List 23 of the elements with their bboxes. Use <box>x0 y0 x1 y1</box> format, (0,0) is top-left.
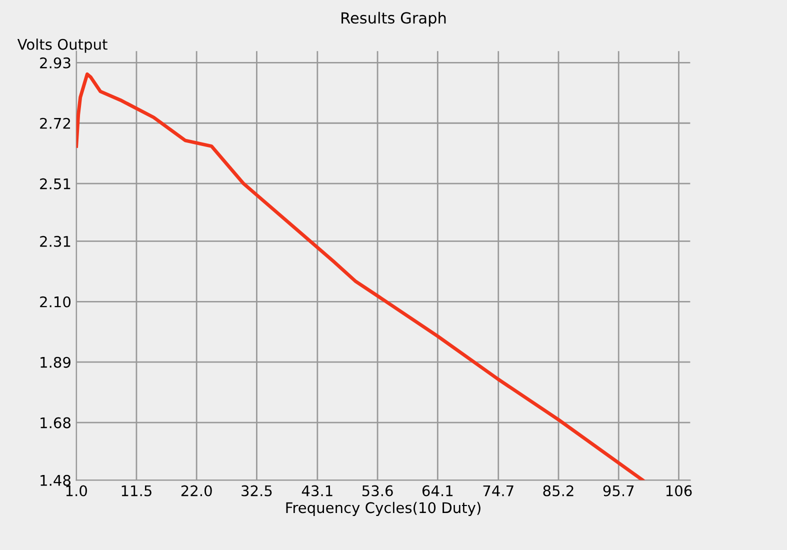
x-axis-title: Frequency Cycles(10 Duty) <box>286 502 480 516</box>
y-tick-label: 2.10 <box>40 296 71 308</box>
y-tick-label: 2.72 <box>40 118 70 129</box>
y-tick-label: 1.68 <box>40 417 70 428</box>
line-series <box>76 72 644 480</box>
y-tick-label: 2.31 <box>40 236 70 247</box>
x-tick-label: 53.6 <box>362 485 393 496</box>
x-tick-label: 64.1 <box>422 485 453 496</box>
x-tick-label: 43.1 <box>302 485 332 496</box>
x-tick-label: 95.7 <box>603 485 634 496</box>
x-tick-label: 11.5 <box>122 485 152 496</box>
chart-title: Results Graph <box>342 12 446 27</box>
y-axis-title: Volts Output <box>17 38 108 53</box>
x-tick-label: 106 <box>666 485 692 496</box>
y-tick-label: 1.89 <box>40 356 70 368</box>
y-tick-label: 2.51 <box>40 178 70 190</box>
x-tick-label: 85.2 <box>543 485 574 496</box>
x-tick-label: 32.5 <box>242 485 272 496</box>
y-tick-label: 1.48 <box>40 474 70 486</box>
y-tick-label: 2.93 <box>40 57 70 68</box>
x-tick-label: 74.7 <box>483 485 514 496</box>
x-tick-label: 1.0 <box>66 485 87 496</box>
x-tick-label: 22.0 <box>181 485 212 496</box>
